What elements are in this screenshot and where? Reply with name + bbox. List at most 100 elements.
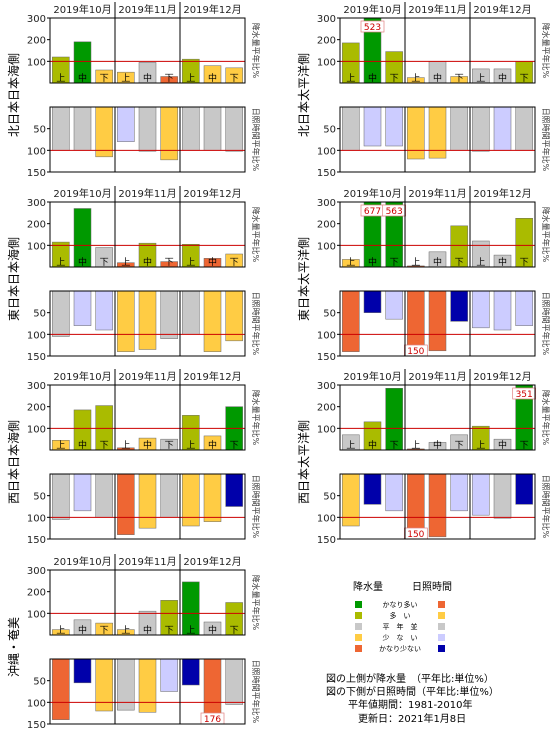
precip-axis-label: 降水量平年比% [541, 390, 550, 446]
sunshine-bar [160, 473, 178, 518]
period-label: 中 [143, 624, 152, 636]
period-label: 中 [143, 256, 152, 268]
sunshine-bar [428, 290, 447, 352]
period-label: 中 [143, 72, 152, 84]
period-label: 下 [520, 441, 529, 451]
month-label: 2019年11月 [118, 187, 176, 200]
sunshine-tick-label: 100 [317, 330, 336, 341]
precip-axis-label: 降水量平年比% [541, 207, 550, 263]
sunshine-bar [450, 290, 468, 322]
month-label: 2019年12月 [183, 3, 241, 16]
sunshine-frame [339, 290, 536, 357]
sunshine-axis-label: 日照時間平年比% [541, 475, 550, 539]
sunshine-tick-label: 100 [27, 698, 46, 709]
precip-frame [339, 384, 536, 451]
month-label: 2019年10月 [343, 3, 401, 16]
period-label: 中 [78, 624, 87, 636]
sunshine-bar [182, 658, 200, 686]
period-label: 下 [230, 258, 239, 268]
period-label: 上 [186, 73, 195, 84]
period-label: 下 [100, 441, 109, 451]
sunshine-bar [493, 106, 512, 151]
sunshine-tick-label: 100 [317, 513, 336, 524]
sunshine-bar [203, 473, 222, 522]
note-period: 平年値期間：1981-2010年 [348, 698, 473, 711]
sunshine-bar [95, 290, 113, 331]
precip-tick-label: 200 [27, 36, 46, 47]
sunshine-tick-label: 150 [27, 535, 46, 546]
sunshine-bar [73, 658, 92, 684]
sunshine-axis-label: 日照時間平年比% [251, 475, 261, 539]
period-label: 上 [411, 73, 420, 84]
period-label: 上 [476, 73, 485, 84]
sunshine-bar [225, 290, 243, 342]
month-label: 2019年10月 [53, 555, 111, 568]
sunshine-frame [49, 106, 246, 173]
period-label: 上 [476, 257, 485, 268]
precip-tick-label: 300 [27, 14, 46, 25]
sunshine-bar [407, 106, 425, 160]
sunshine-tick-label: 150 [27, 352, 46, 363]
precip-axis-label: 降水量平年比% [541, 23, 550, 79]
period-label: 中 [78, 256, 87, 268]
precip-axis-label: 降水量平年比% [251, 207, 261, 263]
sunshine-axis-label: 日照時間平年比% [541, 292, 550, 356]
precip-tick-label: 300 [317, 14, 336, 25]
sunshine-bar [138, 658, 157, 713]
sunshine-tick-label: 50 [33, 677, 46, 688]
sunshine-bar [385, 290, 403, 320]
period-label: 上 [411, 257, 420, 268]
period-label: 下 [165, 258, 174, 268]
sunshine-tick-label: 150 [317, 535, 336, 546]
precip-overflow-label: 523 [364, 23, 381, 33]
sunshine-tick-label: 150 [27, 720, 46, 731]
month-label: 2019年10月 [53, 187, 111, 200]
period-label: 下 [165, 441, 174, 451]
overflow-box [382, 204, 407, 217]
sunshine-bar [95, 106, 113, 158]
period-label: 上 [56, 257, 65, 268]
sunshine-bar [342, 290, 360, 352]
month-label: 2019年10月 [343, 370, 401, 383]
sunshine-bar [73, 290, 92, 326]
sunshine-tick-label: 100 [27, 146, 46, 157]
month-label: 2019年11月 [118, 555, 176, 568]
precip-tick-label: 200 [317, 220, 336, 231]
sunshine-tick-label: 150 [27, 168, 46, 179]
period-label: 中 [78, 439, 87, 451]
sunshine-bar [160, 658, 178, 692]
sunshine-bar [73, 473, 92, 512]
sunshine-bar [182, 290, 200, 335]
sunshine-bar [117, 106, 135, 142]
precip-tick-label: 300 [317, 198, 336, 209]
period-label: 中 [368, 256, 377, 268]
sunshine-bar [52, 658, 70, 720]
month-label: 2019年11月 [118, 3, 176, 16]
sunshine-bar [52, 473, 70, 520]
legend-label: 少 な い [383, 634, 418, 642]
sunshine-bar [138, 106, 157, 152]
region-label: 沖縄・奄美 [6, 617, 21, 677]
sunshine-bar [117, 290, 135, 352]
period-label: 下 [390, 74, 399, 84]
month-label: 2019年10月 [53, 3, 111, 16]
precip-overflow-label: 563 [386, 207, 403, 217]
precip-tick-label: 100 [317, 57, 336, 68]
period-label: 中 [498, 72, 507, 84]
sunshine-axis-label: 日照時間平年比% [541, 108, 550, 172]
period-label: 上 [121, 257, 130, 268]
overflow-box [360, 20, 385, 33]
sunshine-bar [73, 106, 92, 151]
sunshine-tick-label: 150 [317, 352, 336, 363]
month-label: 2019年11月 [408, 3, 466, 16]
sunshine-tick-label: 50 [323, 309, 336, 320]
period-label: 上 [186, 257, 195, 268]
period-label: 下 [230, 74, 239, 84]
sunshine-frame [49, 658, 246, 725]
legend-swatch-precip [355, 612, 362, 619]
